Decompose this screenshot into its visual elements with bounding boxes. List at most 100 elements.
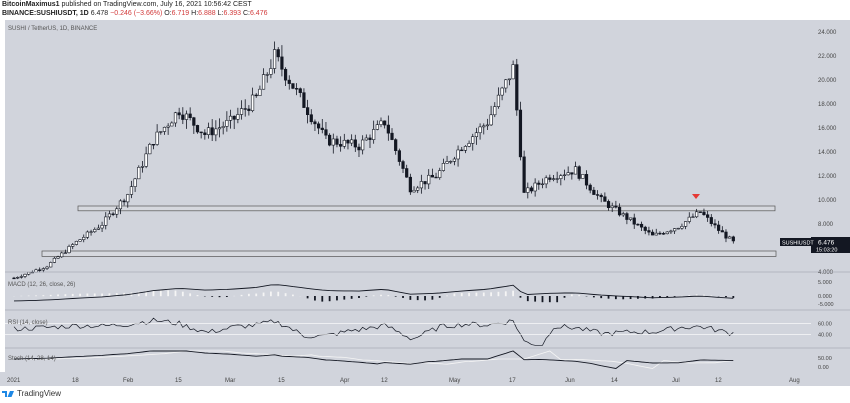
o-label: O: xyxy=(164,10,172,17)
candle-body xyxy=(643,226,647,231)
indicators-layer xyxy=(5,284,811,369)
candle-body xyxy=(482,125,486,128)
candle-body xyxy=(654,232,658,236)
macd-hist-bar xyxy=(666,296,669,298)
candle-body xyxy=(350,139,354,144)
candle-body xyxy=(122,200,126,203)
candle-body xyxy=(731,236,735,242)
candle-body xyxy=(93,229,97,233)
candle-body xyxy=(441,163,445,171)
candle-body xyxy=(309,114,313,123)
publish-info: BitcoinMaximus1 published on TradingView… xyxy=(2,1,252,8)
candle-body xyxy=(217,127,222,130)
plot-area[interactable] xyxy=(5,20,811,372)
macd-label: MACD (12, 26, close, 26) xyxy=(8,282,75,288)
time-tick-label: 15 xyxy=(175,378,182,384)
price-axis[interactable] xyxy=(811,20,850,372)
candle-body xyxy=(375,124,379,130)
candle-body xyxy=(206,127,211,135)
candle-body xyxy=(317,123,321,129)
macd-hist-bar xyxy=(570,294,573,297)
candle-body xyxy=(544,177,548,185)
candle-body xyxy=(617,206,622,216)
macd-hist-bar xyxy=(270,291,272,297)
price-tick-label: 10.000 xyxy=(818,198,837,204)
candle-body xyxy=(74,240,78,245)
time-tick-label: 2021 xyxy=(7,378,21,384)
candle-body xyxy=(280,56,284,70)
macd-tick-label: 0.000 xyxy=(818,294,832,300)
candle-body xyxy=(335,138,339,145)
candle-body xyxy=(328,134,332,146)
candle-body xyxy=(155,131,159,145)
macd-hist-bar xyxy=(64,294,67,297)
time-tick-label: Apr xyxy=(340,378,349,384)
candle-body xyxy=(159,131,163,133)
candle-body xyxy=(698,211,702,213)
price-tag: SUSHIUSDT 6.476 15:03:20 xyxy=(780,237,850,254)
candle-body xyxy=(140,166,145,168)
candle-body xyxy=(225,120,229,127)
candle-body xyxy=(706,214,710,218)
macd-hist-bar xyxy=(600,296,603,299)
macd-hist-bar xyxy=(732,296,735,298)
macd-hist-bar xyxy=(159,290,162,297)
candle-body xyxy=(126,194,130,203)
macd-hist-bar xyxy=(490,292,492,297)
candle-body xyxy=(100,225,104,229)
macd-hist-bar xyxy=(526,296,529,302)
candle-body xyxy=(38,269,42,271)
price-tag-symbol: SUSHIUSDT xyxy=(782,241,814,247)
macd-hist-bar xyxy=(504,291,507,297)
author-name: BitcoinMaximus1 xyxy=(2,1,60,8)
macd-hist-bar xyxy=(189,293,192,297)
candle-body xyxy=(82,236,86,240)
candle-body xyxy=(423,181,427,185)
candle-body xyxy=(60,252,64,258)
candle-body xyxy=(85,231,89,238)
candle-body xyxy=(647,230,651,233)
macd-hist-bar xyxy=(380,294,382,297)
candle-body xyxy=(452,158,457,162)
macd-hist-bar xyxy=(431,296,434,300)
macd-hist-bar xyxy=(534,296,537,302)
macd-hist-bar xyxy=(416,296,419,301)
macd-hist-bar xyxy=(512,290,515,297)
candle-body xyxy=(610,205,614,208)
macd-hist-bar xyxy=(284,293,287,297)
macd-hist-bar xyxy=(86,293,89,297)
macd-hist-bar xyxy=(35,295,37,297)
macd-hist-bar xyxy=(137,291,140,297)
macd-hist-bar xyxy=(607,296,610,299)
candle-body xyxy=(283,68,288,81)
candle-body xyxy=(493,106,497,116)
macd-hist-bar xyxy=(181,291,184,297)
macd-hist-bar xyxy=(548,296,551,303)
price-tag-bg xyxy=(811,237,850,253)
candle-body xyxy=(680,226,684,229)
candle-body xyxy=(265,74,269,76)
price-tick-label: 16.000 xyxy=(818,126,837,132)
candle-body xyxy=(566,172,570,176)
candle-body xyxy=(562,174,567,176)
candle-body xyxy=(511,64,515,80)
macd-hist-bar xyxy=(27,295,30,297)
price-tick-label: 20.000 xyxy=(818,78,837,84)
candle-body xyxy=(173,112,178,124)
candle-body xyxy=(713,223,717,226)
time-axis[interactable] xyxy=(0,372,850,386)
candle-body xyxy=(313,121,317,125)
candle-body xyxy=(427,174,431,185)
candle-body xyxy=(500,87,504,96)
candle-body xyxy=(456,149,460,160)
zone-resistance xyxy=(77,205,776,212)
time-tick-label: 17 xyxy=(509,378,516,384)
candle-body xyxy=(199,131,203,134)
time-tick-label: Mar xyxy=(225,378,235,384)
candle-body xyxy=(63,252,67,254)
candle-body xyxy=(71,244,75,247)
candle-body xyxy=(221,126,225,128)
candle-body xyxy=(412,189,416,193)
candle-body xyxy=(177,112,181,116)
